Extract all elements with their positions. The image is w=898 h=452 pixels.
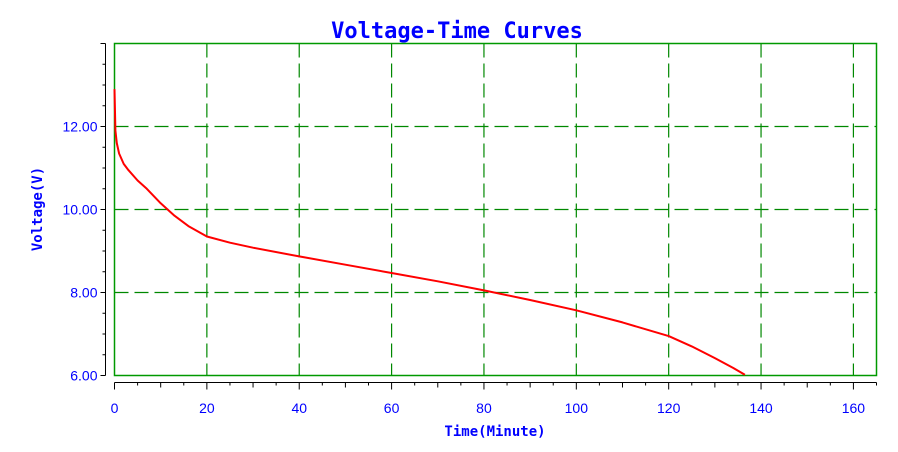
x-axis <box>114 382 877 390</box>
x-tick-label: 0 <box>111 400 119 416</box>
y-tick-labels: 6.00 8.00 10.00 12.00 <box>62 119 97 384</box>
x-tick-label: 120 <box>657 400 681 416</box>
x-tick-label: 160 <box>842 400 866 416</box>
y-axis <box>100 43 106 376</box>
series-line <box>113 89 746 376</box>
y-tick-label: 10.00 <box>62 202 97 218</box>
x-axis-label: Time(Minute) <box>444 424 545 440</box>
x-tick-label: 80 <box>476 400 492 416</box>
x-tick-labels: 0 20 40 60 80 100 120 140 160 <box>111 400 866 416</box>
series-group <box>113 89 746 376</box>
chart-title: Voltage-Time Curves <box>331 19 583 44</box>
y-tick-label: 12.00 <box>62 119 97 135</box>
x-tick-label: 20 <box>199 400 215 416</box>
y-tick-label: 8.00 <box>70 285 97 301</box>
y-tick-label: 6.00 <box>70 368 97 384</box>
plot-frame <box>113 42 878 377</box>
x-tick-label: 40 <box>291 400 307 416</box>
x-tick-label: 60 <box>384 400 400 416</box>
x-tick-label: 140 <box>749 400 773 416</box>
x-tick-label: 100 <box>565 400 589 416</box>
grid-lines <box>114 43 877 376</box>
y-axis-label: Voltage(V) <box>30 167 46 251</box>
